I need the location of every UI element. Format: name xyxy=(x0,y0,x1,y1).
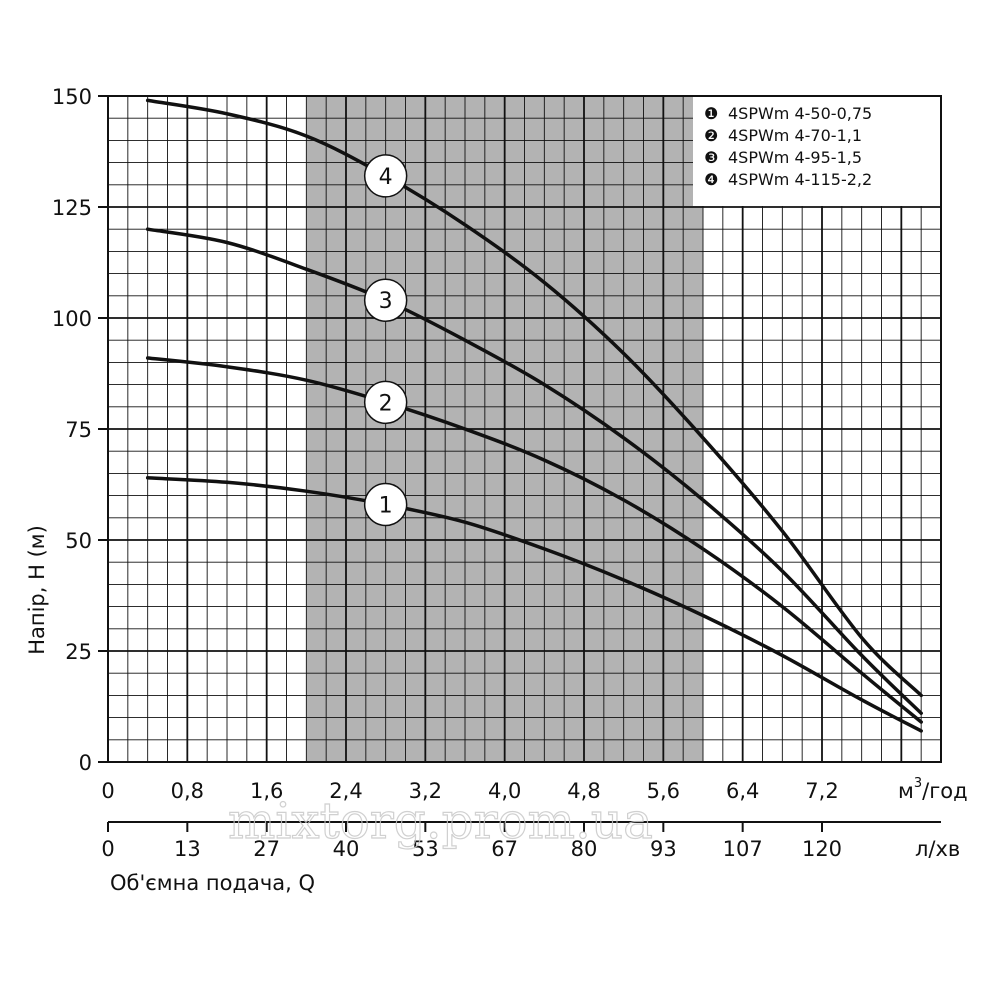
y-axis-title: Напір, H (м) xyxy=(25,525,49,655)
x-unit-secondary: л/хв xyxy=(915,837,960,861)
curve-4 xyxy=(145,98,923,698)
x-tick-label-secondary: 53 xyxy=(412,837,439,861)
x-tick-label-primary: 3,2 xyxy=(409,779,442,803)
curve-label-4: 4 xyxy=(379,165,393,190)
curve-label-circle-1 xyxy=(363,482,408,527)
curve-labels: 1 2 3 4 xyxy=(363,154,408,527)
x-tick-label-secondary: 80 xyxy=(571,837,598,861)
legend-item-3: 4SPWm 4-95-1,5 xyxy=(728,148,862,167)
curve-label-circle-4 xyxy=(363,154,408,198)
x-tick-label-primary: 4,8 xyxy=(567,779,600,803)
y-tick-label: 100 xyxy=(52,307,92,331)
legend-marker-1: ❶ xyxy=(704,104,718,123)
x-tick-label-primary: 4,0 xyxy=(488,779,521,803)
legend-marker-4: ❹ xyxy=(704,170,718,189)
x-tick-label-secondary: 27 xyxy=(253,837,280,861)
legend-item-2: 4SPWm 4-70-1,1 xyxy=(728,126,862,145)
legend-box xyxy=(693,97,940,206)
legend-item-1: 4SPWm 4-50-0,75 xyxy=(728,104,872,123)
legend-item-4: 4SPWm 4-115-2,2 xyxy=(728,170,872,189)
x-axis-secondary-ticks: 0 13 27 40 53 67 80 93 107 120 xyxy=(101,822,842,861)
x-tick-label-secondary: 120 xyxy=(802,837,842,861)
x-tick-label-primary: 2,4 xyxy=(329,779,362,803)
y-tick-label: 50 xyxy=(65,529,92,553)
curve-1 xyxy=(145,476,923,733)
x-tick-label-primary: 6,4 xyxy=(726,779,759,803)
y-tick-label: 0 xyxy=(79,751,92,775)
x-tick-label-primary: 1,6 xyxy=(250,779,283,803)
legend-marker-2: ❷ xyxy=(704,126,718,145)
y-axis-ticks: 0 25 50 75 100 125 150 xyxy=(52,85,108,775)
x-unit-primary: м3/год xyxy=(898,776,968,803)
x-tick-label-secondary: 93 xyxy=(650,837,677,861)
x-tick-label-secondary: 107 xyxy=(723,837,763,861)
y-tick-label: 150 xyxy=(52,85,92,109)
curve-3 xyxy=(145,227,923,715)
watermark-text: mixtorg.prom.ua xyxy=(228,792,653,850)
x-tick-label-primary: 0 xyxy=(101,779,114,803)
y-tick-label: 75 xyxy=(65,418,92,442)
x-tick-label-secondary: 40 xyxy=(333,837,360,861)
x-tick-label-primary: 7,2 xyxy=(805,779,838,803)
x-axis-title: Об'ємна подача, Q xyxy=(110,871,315,895)
legend-marker-3: ❸ xyxy=(704,148,718,167)
curve-label-circle-3 xyxy=(363,278,408,322)
x-tick-label-primary: 0,8 xyxy=(171,779,204,803)
curves xyxy=(145,98,923,733)
curve-label-2: 2 xyxy=(379,391,393,416)
curve-label-3: 3 xyxy=(379,289,393,314)
x-tick-label-primary: 5,6 xyxy=(647,779,680,803)
curve-2 xyxy=(145,356,923,724)
legend: ❶ 4SPWm 4-50-0,75 ❷ 4SPWm 4-70-1,1 ❸ 4SPWm 4-… xyxy=(693,97,940,206)
curve-label-circle-2 xyxy=(363,380,408,425)
y-tick-label: 125 xyxy=(52,196,92,220)
x-tick-label-secondary: 13 xyxy=(174,837,201,861)
y-tick-label: 25 xyxy=(65,640,92,664)
x-tick-label-secondary: 67 xyxy=(491,837,518,861)
curve-label-1: 1 xyxy=(379,493,393,518)
x-axis-primary-ticks: 0 0,8 1,6 2,4 3,2 4,0 4,8 5,6 6,4 7,2 xyxy=(101,779,838,803)
x-tick-label-secondary: 0 xyxy=(101,837,114,861)
